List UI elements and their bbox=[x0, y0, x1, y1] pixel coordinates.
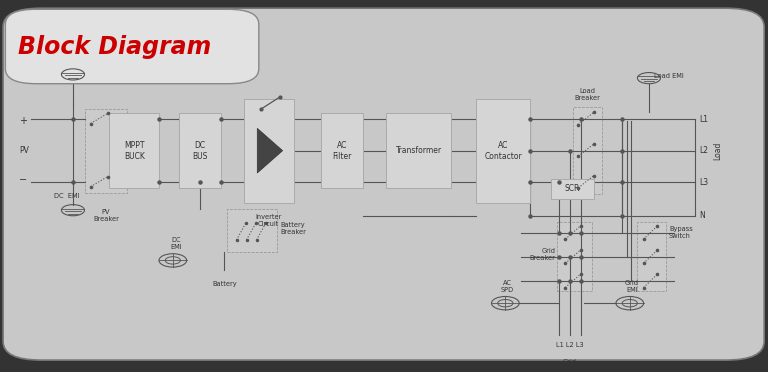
Text: Load EMI: Load EMI bbox=[654, 73, 684, 79]
Text: Load: Load bbox=[713, 141, 723, 160]
FancyBboxPatch shape bbox=[551, 179, 594, 199]
FancyBboxPatch shape bbox=[637, 222, 666, 291]
Text: L1: L1 bbox=[699, 115, 708, 124]
Polygon shape bbox=[257, 128, 283, 173]
FancyBboxPatch shape bbox=[3, 8, 764, 360]
FancyBboxPatch shape bbox=[573, 107, 602, 195]
Text: Bypass
Switch: Bypass Switch bbox=[669, 226, 693, 239]
Text: PV: PV bbox=[19, 146, 29, 155]
FancyBboxPatch shape bbox=[227, 209, 276, 252]
FancyBboxPatch shape bbox=[109, 113, 159, 188]
Text: L3: L3 bbox=[699, 178, 708, 187]
Text: Load
Breaker: Load Breaker bbox=[574, 89, 601, 102]
Text: Grid
Breaker: Grid Breaker bbox=[530, 248, 556, 261]
Text: Battery
Breaker: Battery Breaker bbox=[281, 222, 306, 235]
Text: Block Diagram: Block Diagram bbox=[18, 35, 212, 58]
Text: DC  EMI: DC EMI bbox=[54, 193, 80, 199]
Text: Inverter
Circuit: Inverter Circuit bbox=[256, 214, 282, 227]
Text: DC
BUS: DC BUS bbox=[192, 141, 207, 161]
Text: AC
Filter: AC Filter bbox=[332, 141, 352, 161]
Text: DC
EMI: DC EMI bbox=[170, 237, 183, 250]
Text: AC
SPD: AC SPD bbox=[501, 280, 515, 293]
FancyBboxPatch shape bbox=[178, 113, 221, 188]
Text: L1 L2 L3: L1 L2 L3 bbox=[556, 342, 584, 348]
FancyBboxPatch shape bbox=[557, 222, 591, 291]
Text: Battery: Battery bbox=[212, 281, 237, 287]
Text: MPPT
BUCK: MPPT BUCK bbox=[124, 141, 145, 161]
Text: Grid: Grid bbox=[563, 359, 577, 365]
FancyBboxPatch shape bbox=[321, 113, 362, 188]
Text: L2: L2 bbox=[699, 146, 708, 155]
Text: PV  SPD: PV SPD bbox=[78, 70, 104, 76]
FancyBboxPatch shape bbox=[476, 99, 530, 203]
FancyBboxPatch shape bbox=[5, 9, 259, 84]
Text: AC
Contactor: AC Contactor bbox=[484, 141, 522, 161]
FancyBboxPatch shape bbox=[386, 113, 452, 188]
FancyBboxPatch shape bbox=[84, 109, 127, 193]
Text: PV
Breaker: PV Breaker bbox=[93, 209, 119, 222]
Text: +: + bbox=[19, 116, 27, 126]
Text: Transformer: Transformer bbox=[396, 146, 442, 155]
FancyBboxPatch shape bbox=[244, 99, 293, 203]
Text: SCR: SCR bbox=[564, 184, 581, 193]
Text: N: N bbox=[699, 211, 704, 220]
Text: Grid
EMI: Grid EMI bbox=[625, 280, 639, 293]
Text: −: − bbox=[19, 176, 27, 185]
